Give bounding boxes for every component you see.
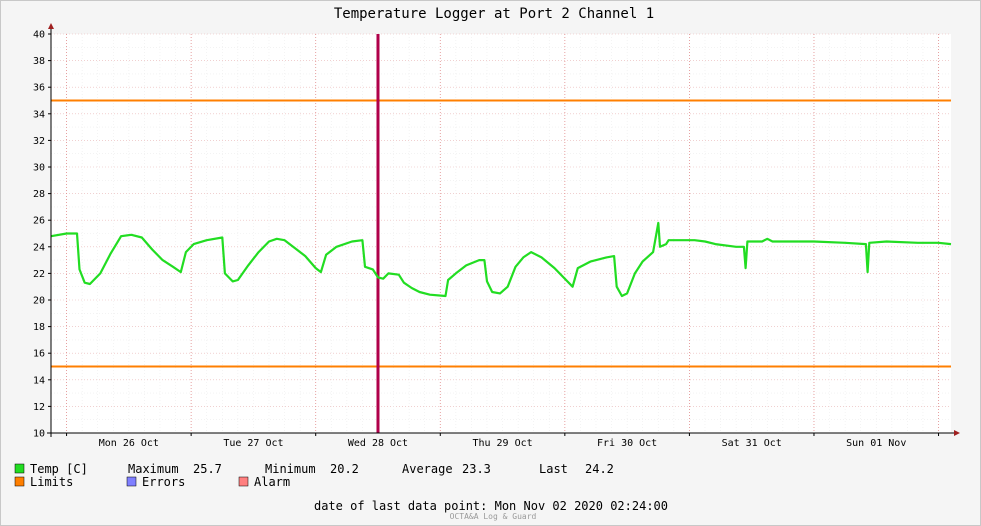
x-tick-label: Sat 31 Oct	[722, 438, 782, 449]
y-axis-arrow	[48, 23, 54, 29]
stat-maximum-value: 25.7	[193, 462, 222, 476]
y-tick-label: 20	[33, 296, 45, 307]
y-tick-label: 30	[33, 163, 45, 174]
y-tick-label: 34	[33, 109, 45, 120]
stat-last-label: Last	[539, 462, 568, 476]
stat-minimum-value: 20.2	[330, 462, 359, 476]
stat-minimum-label: Minimum	[265, 462, 316, 476]
x-tick-label: Fri 30 Oct	[597, 438, 657, 449]
y-tick-label: 18	[33, 322, 45, 333]
last-data-point-text: date of last data point: Mon Nov 02 2020…	[314, 499, 668, 513]
legend-swatch-alarm	[238, 476, 249, 487]
x-tick-labels: Mon 26 Oct Tue 27 Oct Wed 28 Oct Thu 29 Oct…	[99, 438, 907, 449]
legend-label-errors: Errors	[142, 475, 185, 489]
limit-lines	[51, 99, 951, 368]
y-tick-label: 16	[33, 349, 45, 360]
stat-average-value: 23.3	[462, 462, 491, 476]
x-tick-label: Sun 01 Nov	[846, 438, 906, 449]
stat-average-label: Average	[402, 462, 453, 476]
y-tick-label: 26	[33, 216, 45, 227]
y-tick-label: 12	[33, 402, 45, 413]
watermark: OCTA&A Log & Guard	[450, 512, 537, 521]
x-tick-label: Mon 26 Oct	[99, 438, 159, 449]
x-tick-label: Tue 27 Oct	[223, 438, 283, 449]
legend-label-alarm: Alarm	[254, 475, 290, 489]
y-tick-label: 22	[33, 269, 45, 280]
y-tick-label: 38	[33, 56, 45, 67]
stat-maximum-label: Maximum	[128, 462, 179, 476]
y-tick-label: 10	[33, 429, 45, 440]
chart-title: Temperature Logger at Port 2 Channel 1	[334, 6, 654, 22]
y-tick-label: 40	[33, 30, 45, 41]
y-tick-label: 24	[33, 242, 45, 253]
axes	[47, 23, 960, 437]
legend-swatch-temp	[14, 463, 25, 474]
y-tick-labels: 10 12 14 16 18 20 22 24 26 28 30 32 34 36 38 40	[33, 30, 45, 440]
x-axis-arrow	[954, 430, 960, 436]
y-tick-label: 14	[33, 375, 45, 386]
x-tick-label: Wed 28 Oct	[348, 438, 408, 449]
y-tick-label: 36	[33, 83, 45, 94]
x-tick-label: Thu 29 Oct	[472, 438, 532, 449]
legend-swatch-errors	[126, 476, 137, 487]
stat-last-value: 24.2	[585, 462, 614, 476]
series-line-temp	[50, 221, 952, 298]
legend-label-temp: Temp [C]	[30, 462, 88, 476]
y-tick-label: 28	[33, 189, 45, 200]
y-tick-label: 32	[33, 136, 45, 147]
legend-swatch-limits	[14, 476, 25, 487]
legend-label-limits: Limits	[30, 475, 73, 489]
